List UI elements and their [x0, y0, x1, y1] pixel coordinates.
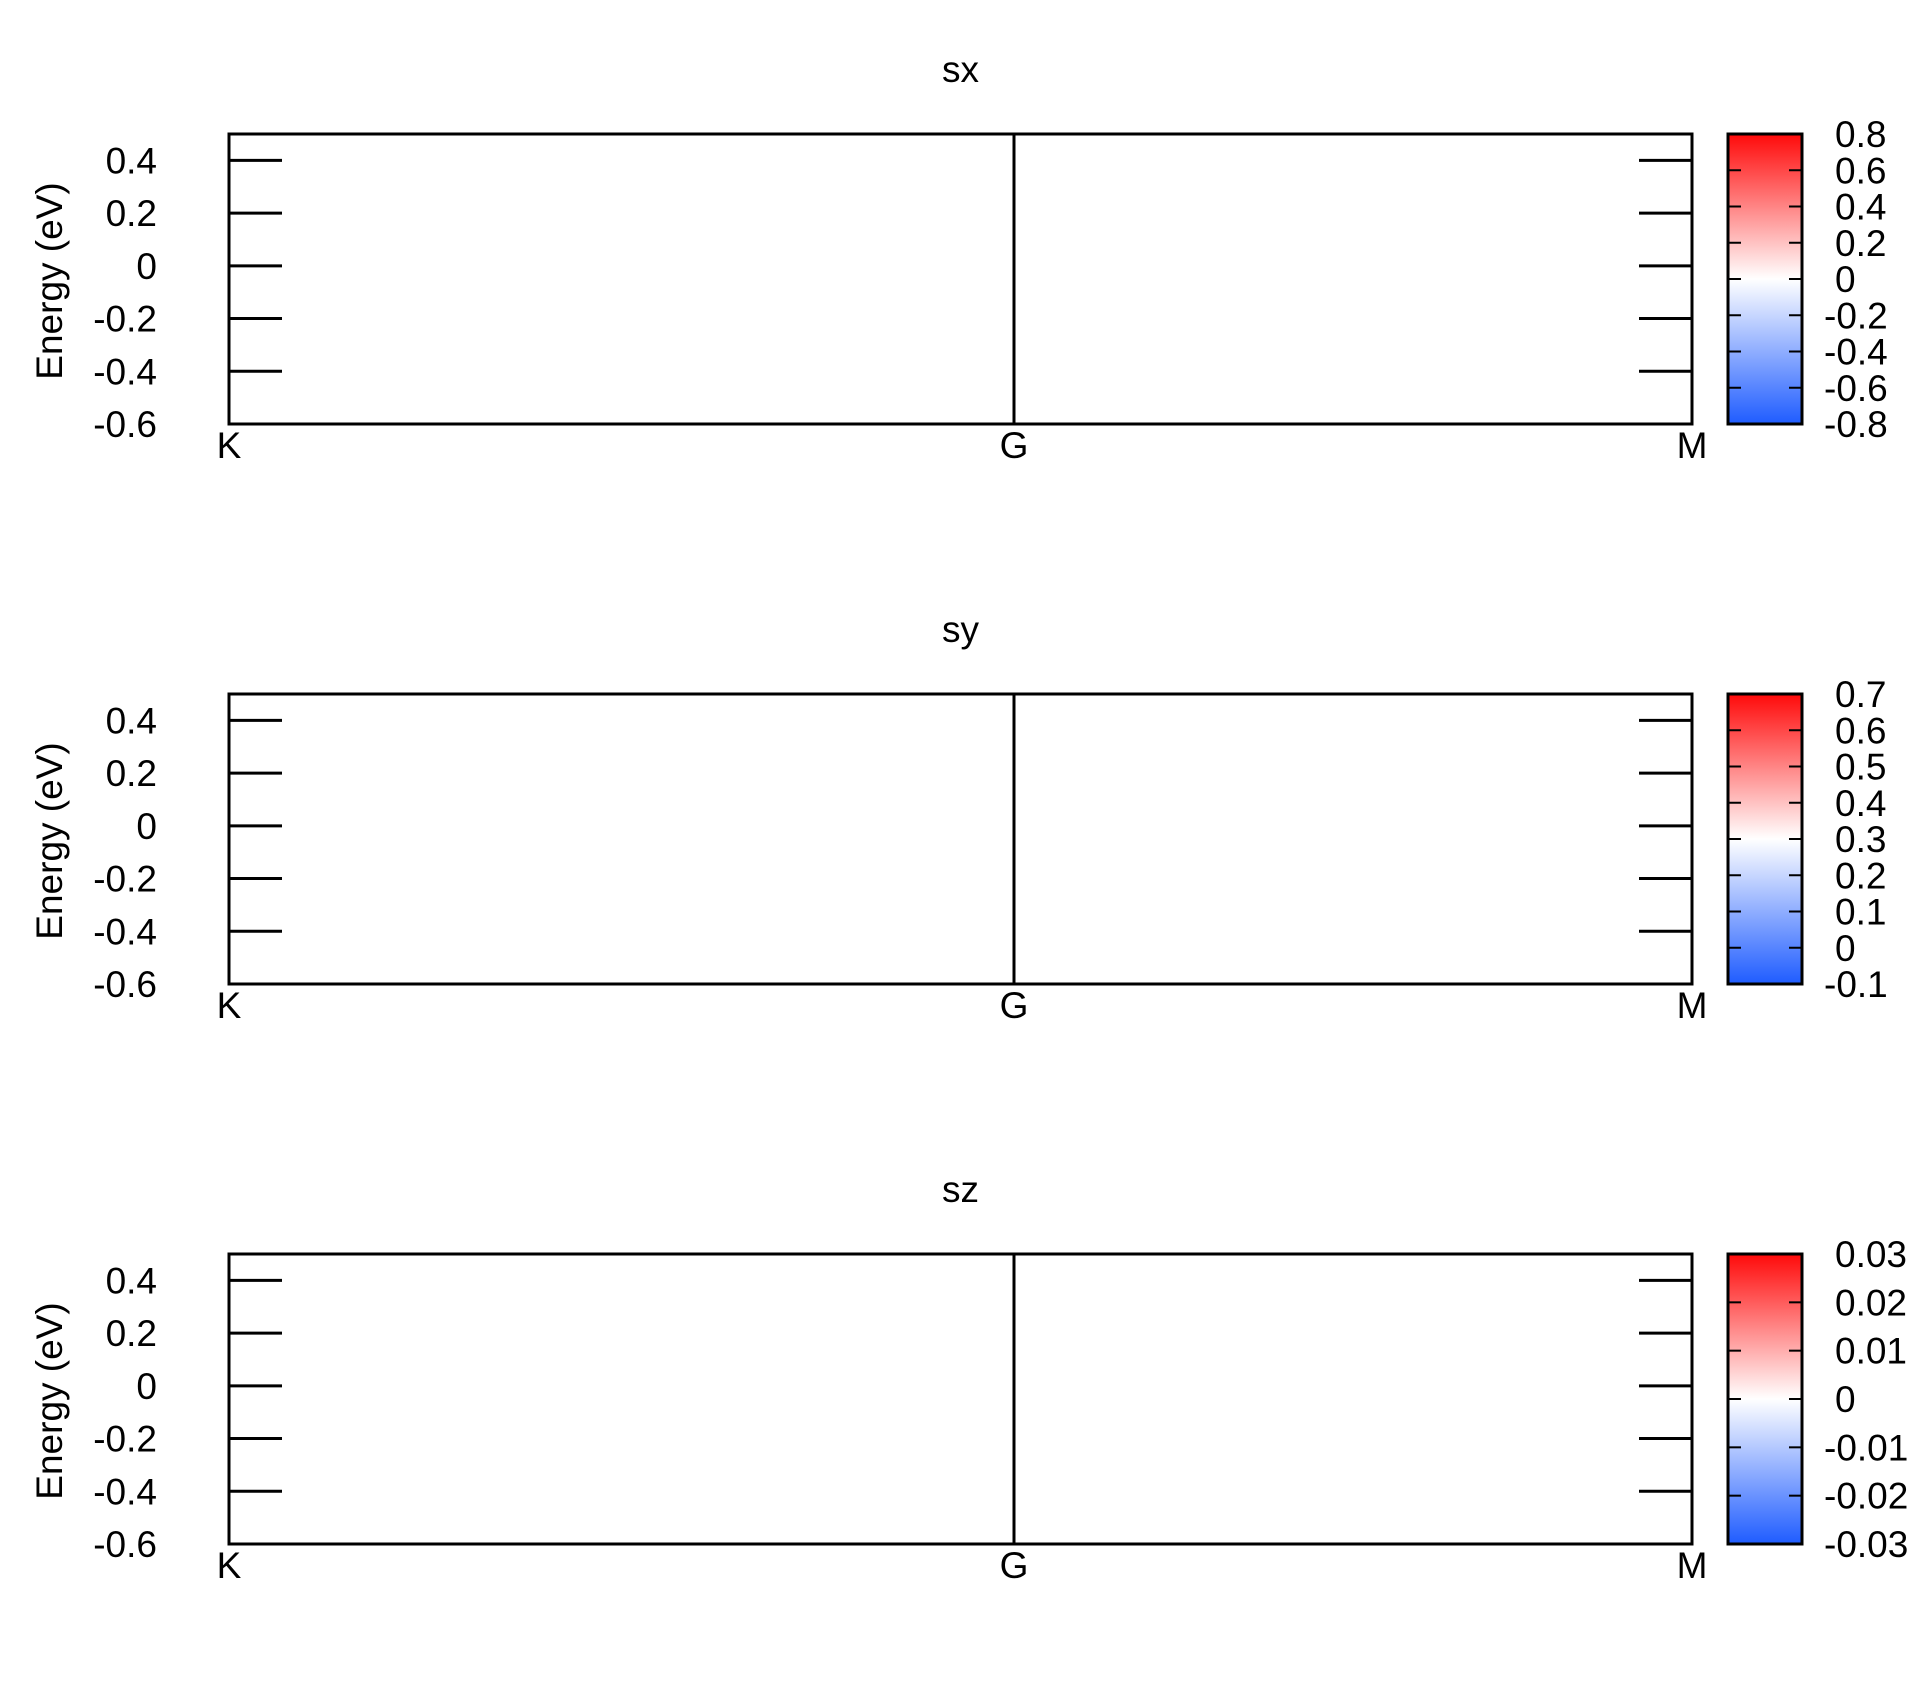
y-axis-label: Energy (eV) [29, 182, 70, 379]
y-tick-label: 0.2 [106, 1313, 157, 1354]
chart-title: sz [942, 1169, 979, 1210]
y-tick-label: 0.4 [106, 700, 157, 741]
y-tick-label: 0 [136, 1366, 157, 1407]
panel-sz: sz 0.4 0.2 0 -0.2 -0.4 -0.6 Energy (eV) K G M 0.03 0… [29, 1169, 1908, 1586]
x-tick-label-K: K [217, 985, 242, 1026]
colorbar-tick-label: 0.4 [1835, 783, 1886, 824]
x-tick-label-M: M [1677, 425, 1708, 466]
y-axis-label: Energy (eV) [29, 1302, 70, 1499]
plot-frame [227, 1252, 1694, 1546]
colorbar-tick-label: -0.2 [1824, 295, 1888, 336]
x-tick-label-G: G [1000, 985, 1029, 1026]
x-tick-label-M: M [1677, 985, 1708, 1026]
colorbar-tick-label: -0.1 [1824, 964, 1888, 1005]
y-tick-label: 0.2 [106, 193, 157, 234]
colorbar-tick-label: 0 [1835, 1379, 1856, 1420]
colorbar-tick-label: 0 [1835, 259, 1856, 300]
y-tick-label: 0.2 [106, 753, 157, 794]
y-tick-label: -0.2 [93, 1419, 157, 1460]
y-tick-label: -0.4 [93, 911, 157, 952]
plot-frame [227, 132, 1694, 426]
x-tick-label-G: G [1000, 1545, 1029, 1586]
y-tick-label: -0.6 [93, 964, 157, 1005]
y-tick-label: 0 [136, 246, 157, 287]
y-tick-label: -0.2 [93, 299, 157, 340]
colorbar-tick-label: 0.8 [1835, 114, 1886, 155]
colorbar-tick-label: -0.8 [1824, 404, 1888, 445]
y-tick-label: 0 [136, 806, 157, 847]
colorbar-tick-label: 0 [1835, 928, 1856, 969]
y-tick-label: 0.4 [106, 1260, 157, 1301]
colorbar-tick-label: 0.01 [1835, 1331, 1907, 1372]
colorbar-tick-label: 0.6 [1835, 710, 1886, 751]
y-tick-label: -0.6 [93, 404, 157, 445]
colorbar-tick-label: -0.6 [1824, 368, 1888, 409]
colorbar-tick-label: -0.03 [1824, 1524, 1908, 1565]
x-tick-label-G: G [1000, 425, 1029, 466]
plot-frame [227, 692, 1694, 986]
colorbar-tick-label: 0.5 [1835, 747, 1886, 788]
y-tick-label: -0.6 [93, 1524, 157, 1565]
x-tick-label-M: M [1677, 1545, 1708, 1586]
x-tick-label-K: K [217, 425, 242, 466]
colorbar-tick-label: 0.02 [1835, 1282, 1907, 1323]
y-tick-label: -0.2 [93, 859, 157, 900]
colorbar-tick-label: 0.7 [1835, 674, 1886, 715]
colorbar-tick-label: -0.02 [1824, 1476, 1908, 1517]
colorbar-tick-label: -0.4 [1824, 332, 1888, 373]
colorbar-tick-label: 0.4 [1835, 187, 1886, 228]
colorbar-tick-label: 0.1 [1835, 892, 1886, 933]
chart-title: sy [942, 609, 980, 650]
colorbar-tick-label: 0.03 [1835, 1234, 1907, 1275]
y-axis-label: Energy (eV) [29, 742, 70, 939]
colorbar-tick-label: 0.6 [1835, 150, 1886, 191]
colorbar-tick-label: 0.2 [1835, 223, 1886, 264]
y-tick-label: -0.4 [93, 351, 157, 392]
colorbar-tick-label: -0.01 [1824, 1427, 1908, 1468]
chart-title: sx [942, 49, 980, 90]
y-tick-label: -0.4 [93, 1471, 157, 1512]
colorbar-tick-label: 0.3 [1835, 819, 1886, 860]
y-tick-label: 0.4 [106, 140, 157, 181]
x-tick-label-K: K [217, 1545, 242, 1586]
colorbar-tick-label: 0.2 [1835, 855, 1886, 896]
